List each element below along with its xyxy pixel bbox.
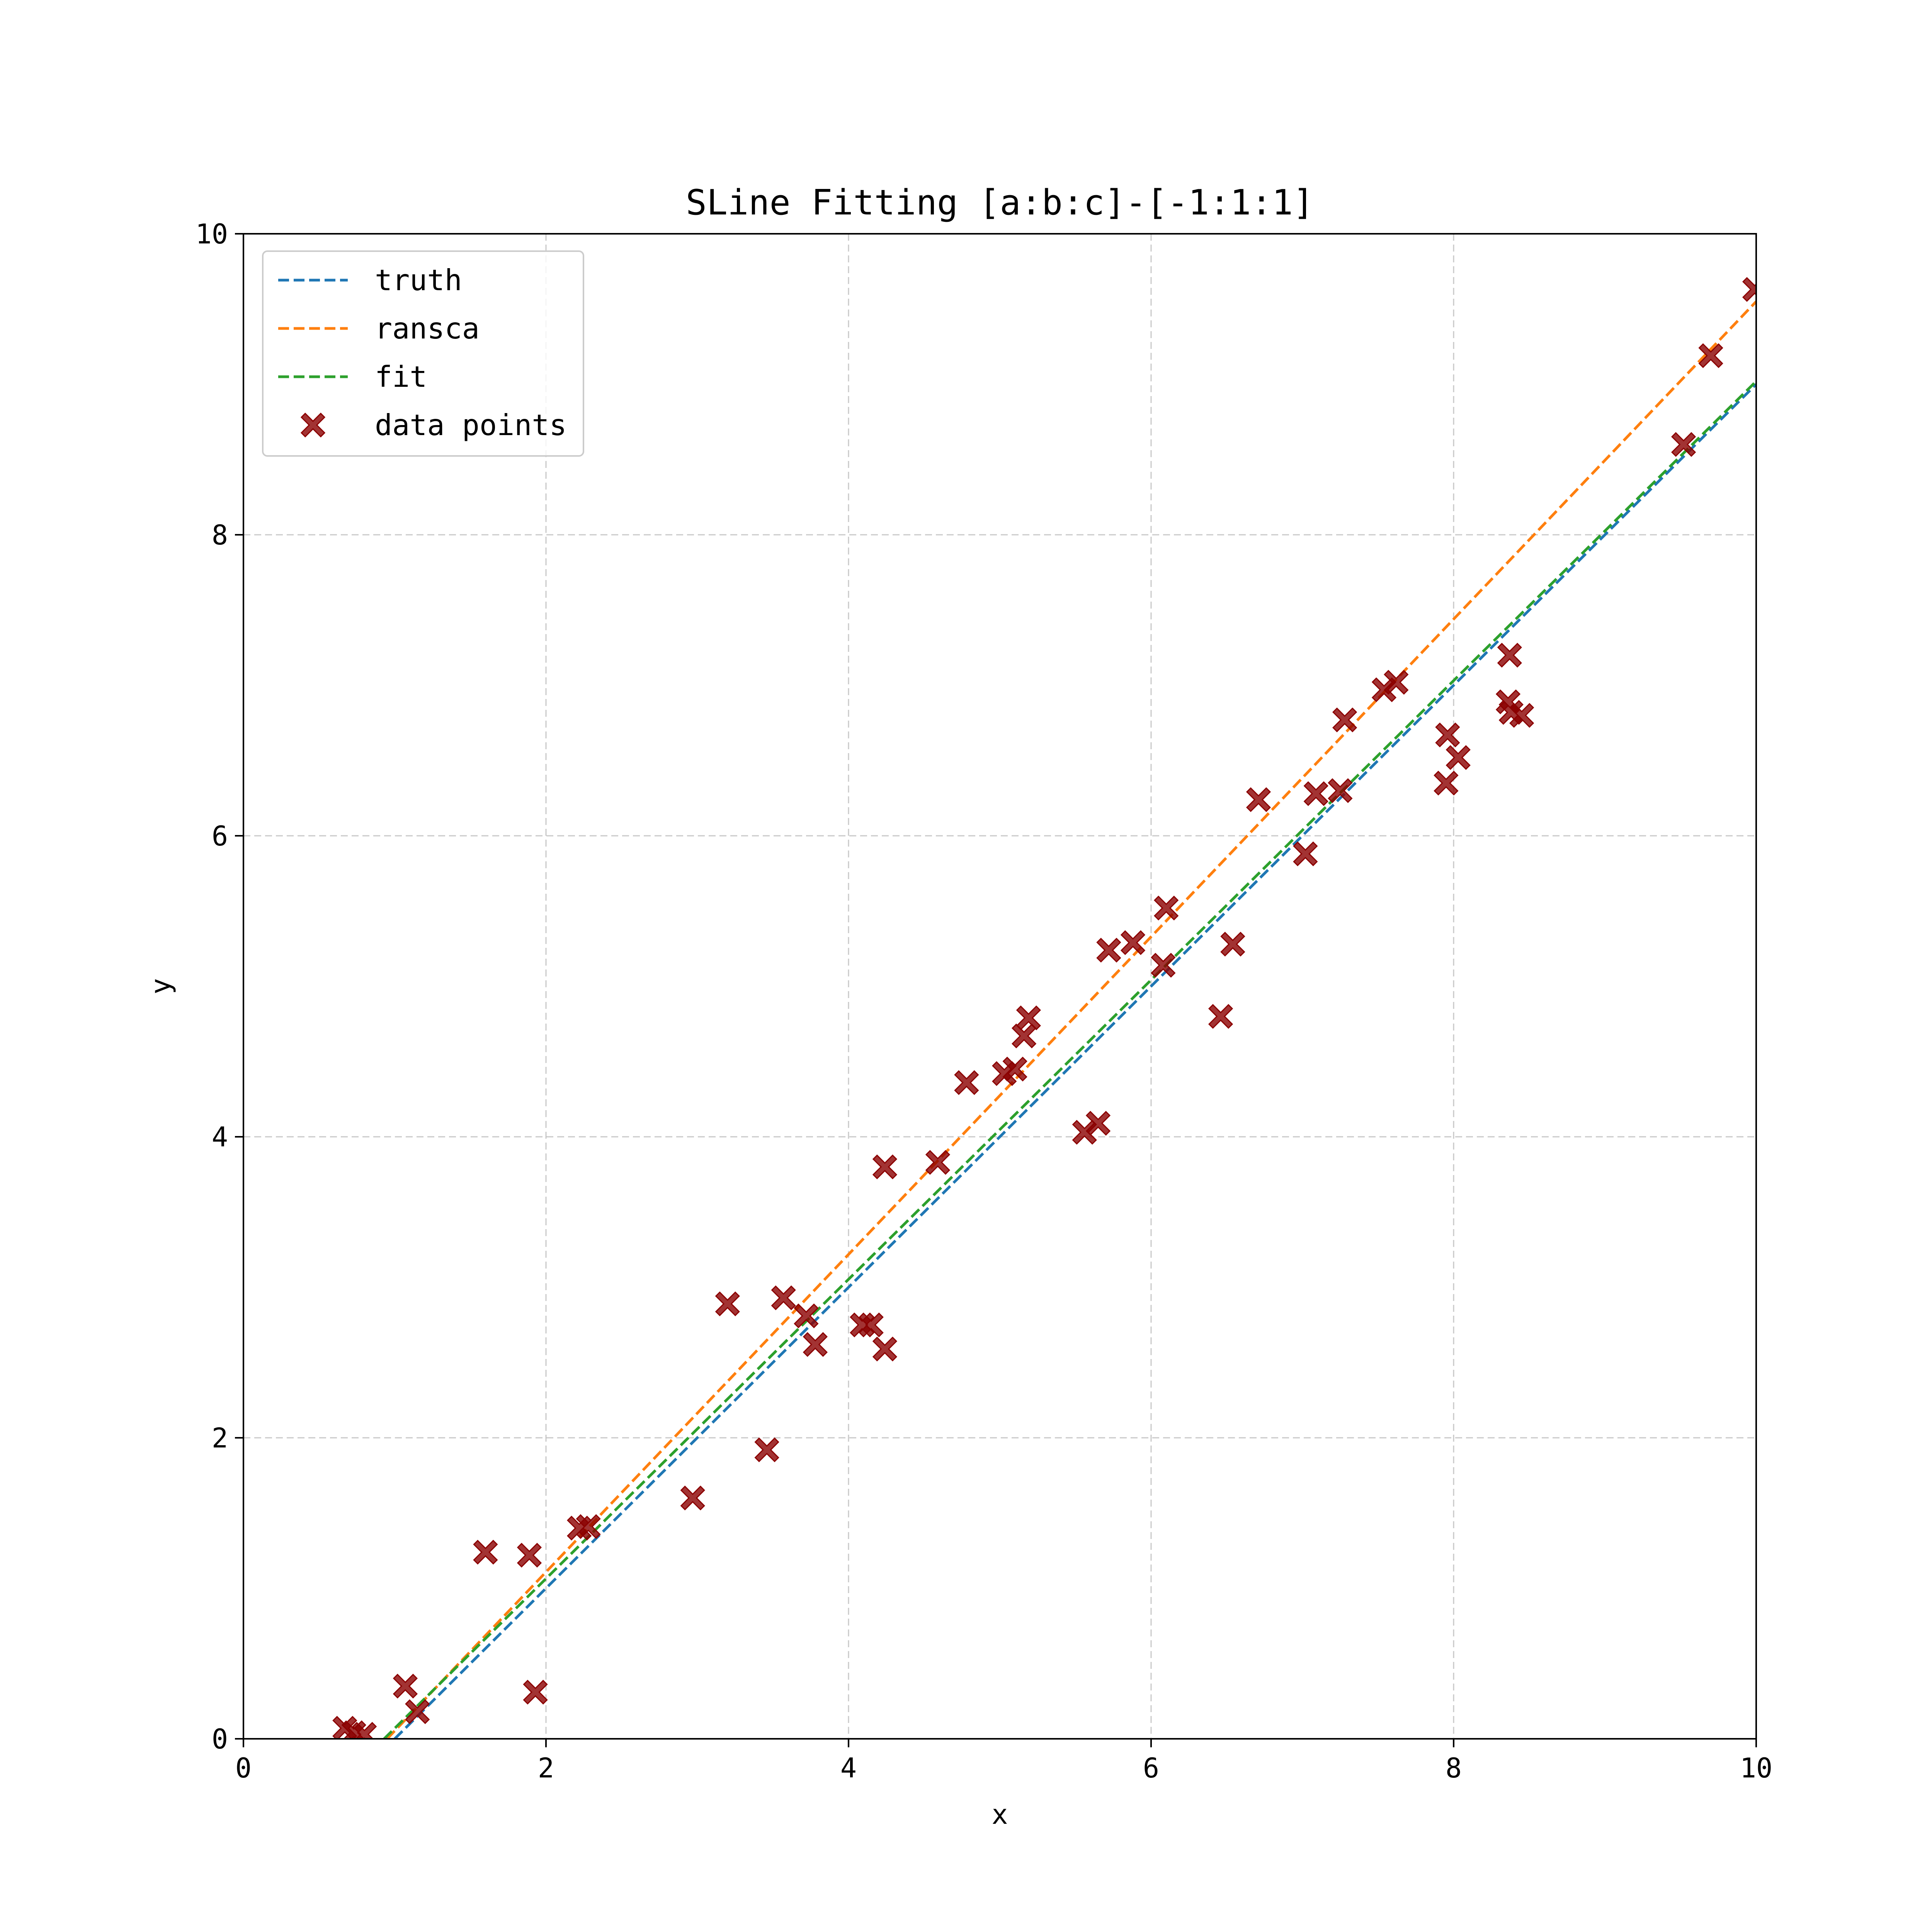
axis-ticks: 0 2 4 6 8 10 0 2 4 6 8 10	[196, 218, 1772, 1784]
data-point	[1085, 1111, 1111, 1136]
y-tick-label: 8	[212, 519, 228, 551]
data-point	[803, 1332, 828, 1357]
plot-frame	[243, 233, 1757, 1740]
data-point	[1151, 952, 1176, 978]
data-point	[393, 1673, 418, 1699]
data-point	[754, 1437, 779, 1463]
data-point	[1208, 1004, 1233, 1029]
y-tick-label: 6	[212, 820, 228, 852]
data-point	[1435, 722, 1460, 748]
series-line-truth	[394, 383, 1756, 1739]
y-tick-label: 4	[212, 1121, 228, 1153]
data-point	[1509, 703, 1534, 728]
data-point	[1446, 745, 1471, 770]
data-point	[1671, 432, 1696, 457]
data-point	[859, 1312, 884, 1338]
data-point	[405, 1699, 430, 1725]
data-point	[517, 1543, 542, 1568]
y-tick-label: 10	[196, 218, 228, 250]
data-point	[1016, 1005, 1041, 1031]
x-tick-label: 10	[1740, 1752, 1772, 1784]
data-point	[1120, 930, 1146, 955]
series-line-ransca	[386, 300, 1756, 1739]
x-tick-label: 0	[235, 1752, 252, 1784]
legend-label: truth	[375, 263, 462, 297]
data-points	[332, 277, 1756, 1739]
data-point	[1096, 937, 1121, 963]
data-point	[1246, 787, 1271, 812]
x-tick-label: 8	[1446, 1752, 1462, 1784]
fit-lines	[383, 300, 1756, 1739]
data-point	[1434, 770, 1459, 796]
data-point	[872, 1337, 898, 1362]
legend: truth ransca fit data points	[262, 250, 584, 457]
data-point	[1293, 841, 1318, 866]
data-point	[1497, 643, 1522, 668]
data-point	[872, 1154, 898, 1180]
data-point	[794, 1303, 819, 1328]
legend-box	[262, 250, 584, 457]
data-point	[1698, 343, 1723, 368]
x-tick-label: 4	[840, 1752, 857, 1784]
data-point	[1384, 670, 1409, 695]
data-point	[1154, 895, 1179, 921]
series-line-fit	[383, 380, 1756, 1739]
data-point	[1332, 707, 1357, 733]
data-point	[680, 1485, 705, 1510]
data-point	[523, 1680, 548, 1705]
data-point	[352, 1722, 377, 1739]
data-point	[576, 1514, 601, 1539]
y-axis-label: y	[145, 978, 177, 994]
data-point	[925, 1150, 951, 1175]
data-point	[954, 1070, 979, 1095]
legend-label: fit	[375, 360, 427, 394]
data-point	[1328, 778, 1353, 803]
y-tick-label: 0	[212, 1723, 228, 1755]
legend-label: ransca	[375, 311, 480, 345]
y-tick-label: 2	[212, 1422, 228, 1454]
x-tick-label: 6	[1143, 1752, 1159, 1784]
x-axis-label: x	[992, 1799, 1008, 1830]
data-point	[771, 1285, 796, 1310]
legend-label: data points	[375, 408, 567, 442]
chart-title: SLine Fitting [a:b:c]-[-1:1:1]	[686, 182, 1314, 223]
data-point	[1220, 932, 1245, 957]
data-point	[1742, 277, 1756, 302]
data-point	[715, 1291, 740, 1316]
data-point	[473, 1539, 498, 1565]
data-point	[1303, 781, 1328, 806]
data-point	[1002, 1056, 1027, 1082]
legend-swatch-data-points	[300, 412, 326, 438]
x-tick-label: 2	[538, 1752, 554, 1784]
